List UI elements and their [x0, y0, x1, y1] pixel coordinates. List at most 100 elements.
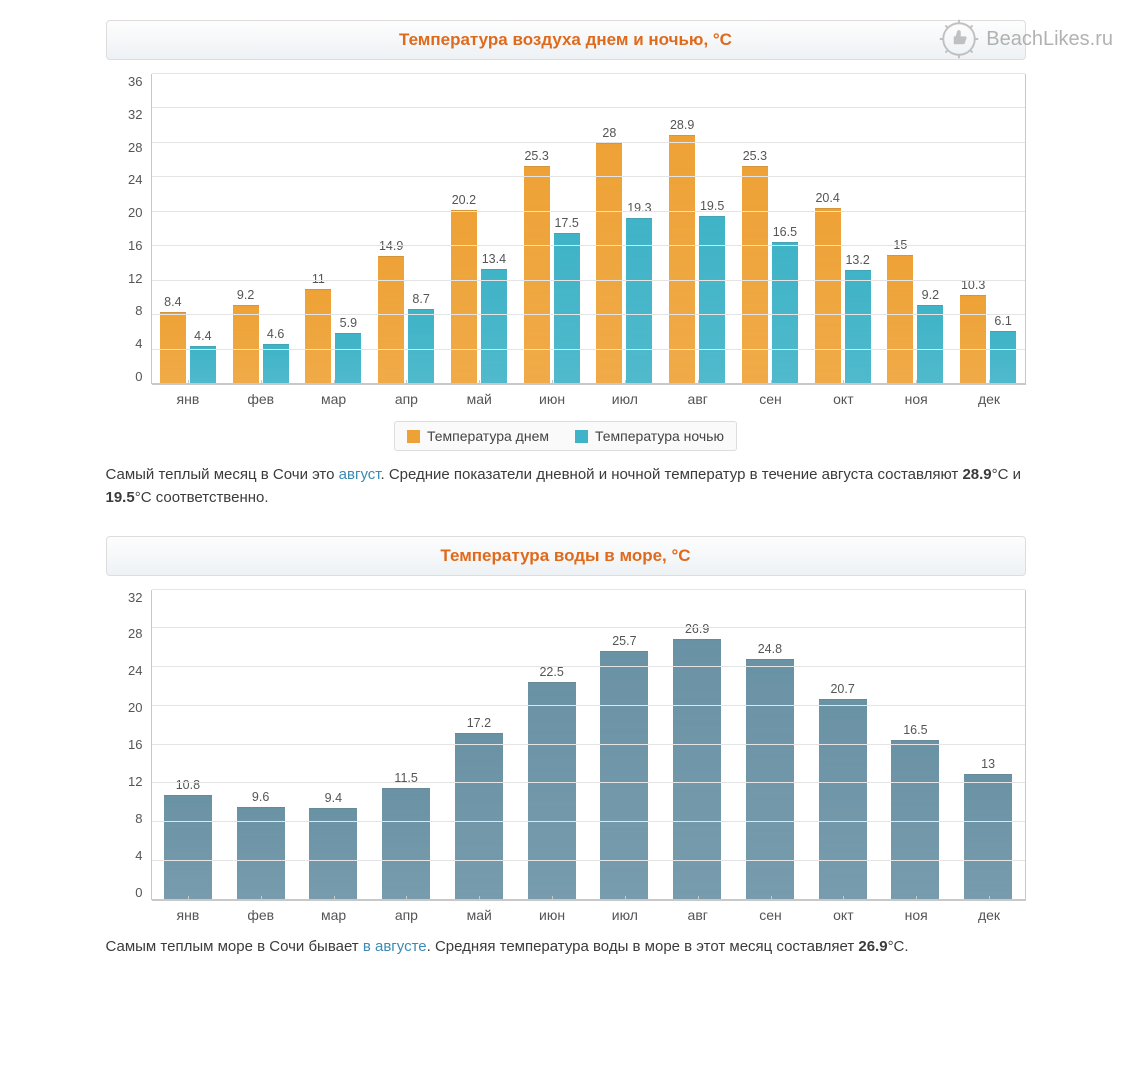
- bar-value-label: 24.8: [758, 642, 782, 656]
- bar: 11: [305, 289, 331, 384]
- caption-text: °C соответственно.: [135, 489, 269, 506]
- bar-group: 115.9: [297, 74, 370, 384]
- x-tick-label: май: [443, 385, 516, 407]
- bar-group: 159.2: [879, 74, 952, 384]
- bar: 25.3: [524, 166, 550, 384]
- bar: 10.8: [164, 795, 212, 900]
- bar-value-label: 6.1: [994, 314, 1011, 328]
- bar-group: 9.24.6: [224, 74, 297, 384]
- x-tick-label: июл: [588, 385, 661, 407]
- x-tick-label: ноя: [880, 901, 953, 923]
- x-tick-label: дек: [953, 385, 1026, 407]
- chart2-panel: Температура воды в море, °C: [106, 536, 1026, 576]
- bar-value-label: 5.9: [340, 316, 357, 330]
- x-tick-label: июл: [588, 901, 661, 923]
- bar-group: 11.5: [370, 590, 443, 900]
- x-tick-label: авг: [661, 901, 734, 923]
- bar-value-label: 4.6: [267, 327, 284, 341]
- y-tick-label: 12: [128, 271, 142, 286]
- legend-label: Температура днем: [427, 428, 549, 444]
- bar-group: 24.8: [734, 590, 807, 900]
- bar-group: 25.317.5: [515, 74, 588, 384]
- bar-value-label: 17.2: [467, 716, 491, 730]
- bar: 4.4: [190, 346, 216, 384]
- caption-text: Самый теплый месяц в Сочи это: [106, 466, 339, 483]
- watermark: BeachLikes.ru: [938, 18, 1113, 60]
- y-tick-label: 32: [128, 107, 142, 122]
- chart1-x-axis: янвфевмарапрмайиюниюлавгсеноктноядек: [152, 384, 1026, 407]
- chart1-panel: Температура воздуха днем и ночью, °C: [106, 20, 1026, 60]
- bar-group: 10.8: [152, 590, 225, 900]
- bar: 5.9: [335, 333, 361, 384]
- x-tick-label: май: [443, 901, 516, 923]
- legend-swatch: [575, 430, 588, 443]
- y-tick-label: 12: [128, 774, 142, 789]
- bar: 22.5: [528, 682, 576, 900]
- y-tick-label: 0: [135, 369, 142, 384]
- bar: 19.5: [699, 216, 725, 384]
- caption-value: 26.9: [858, 938, 887, 955]
- bar-value-label: 13.4: [482, 252, 506, 266]
- bar: 11.5: [382, 788, 430, 899]
- y-tick-label: 4: [135, 848, 142, 863]
- y-tick-label: 8: [135, 811, 142, 826]
- bar: 17.5: [554, 233, 580, 384]
- chart2-y-axis: 322824201612840: [106, 590, 152, 900]
- y-tick-label: 16: [128, 238, 142, 253]
- bar-value-label: 25.7: [612, 634, 636, 648]
- y-tick-label: 20: [128, 205, 142, 220]
- y-tick-label: 24: [128, 663, 142, 678]
- bar: 9.2: [233, 305, 259, 384]
- bar: 14.9: [378, 256, 404, 384]
- bar: 13.2: [845, 270, 871, 384]
- x-tick-label: фев: [224, 385, 297, 407]
- caption-link[interactable]: в августе: [363, 938, 427, 955]
- bar-group: 10.36.1: [952, 74, 1025, 384]
- y-tick-label: 0: [135, 885, 142, 900]
- bar-group: 25.3 16.5: [734, 74, 807, 384]
- bar-value-label: 9.6: [252, 790, 269, 804]
- bar-value-label: 8.4: [164, 295, 181, 309]
- bar-value-label: 28: [602, 126, 616, 140]
- chart2-bars: 10.89.69.411.517.222.525.726.924.820.716…: [152, 590, 1025, 900]
- bar-value-label: 9.2: [922, 288, 939, 302]
- legend-label: Температура ночью: [595, 428, 724, 444]
- bar: 25.7: [600, 651, 648, 900]
- y-tick-label: 8: [135, 303, 142, 318]
- caption-text: . Средние показатели дневной и ночной те…: [380, 466, 962, 483]
- caption-link[interactable]: август: [339, 466, 381, 483]
- y-tick-label: 16: [128, 737, 142, 752]
- bar-value-label: 25.3: [743, 149, 767, 163]
- bar: 19.3: [626, 218, 652, 384]
- bar-group: 28 19.3: [588, 74, 661, 384]
- x-tick-label: янв: [152, 901, 225, 923]
- x-tick-label: сен: [734, 901, 807, 923]
- y-tick-label: 24: [128, 172, 142, 187]
- y-tick-label: 4: [135, 336, 142, 351]
- bar: 8.7: [408, 309, 434, 384]
- bar-value-label: 16.5: [773, 225, 797, 239]
- bar-group: 20.7: [806, 590, 879, 900]
- bar: 25.3: [742, 166, 768, 384]
- bar: 9.2: [917, 305, 943, 384]
- y-tick-label: 32: [128, 590, 142, 605]
- caption-text: Самым теплым море в Сочи бывает: [106, 938, 363, 955]
- chart1-bars: 8.44.49.24.6115.914.98.720.213.425.317.5…: [152, 74, 1025, 384]
- bar-value-label: 10.8: [176, 778, 200, 792]
- bar: 6.1: [990, 331, 1016, 384]
- x-tick-label: янв: [152, 385, 225, 407]
- x-tick-label: дек: [953, 901, 1026, 923]
- x-tick-label: фев: [224, 901, 297, 923]
- chart2-caption: Самым теплым море в Сочи бывает в август…: [106, 935, 1026, 958]
- bar: 4.6: [263, 344, 289, 384]
- bar: 24.8: [746, 659, 794, 899]
- bar-value-label: 17.5: [554, 216, 578, 230]
- chart1-legend: Температура днем Температура ночью: [394, 421, 737, 451]
- bar-group: 17.2: [443, 590, 516, 900]
- bar-group: 20.213.4: [443, 74, 516, 384]
- bar: 20.4: [815, 208, 841, 384]
- thumbs-up-icon: [938, 18, 980, 60]
- chart1-y-axis: 36322824201612840: [106, 74, 152, 384]
- bar: 16.5: [891, 740, 939, 900]
- watermark-text: BeachLikes.ru: [986, 28, 1113, 51]
